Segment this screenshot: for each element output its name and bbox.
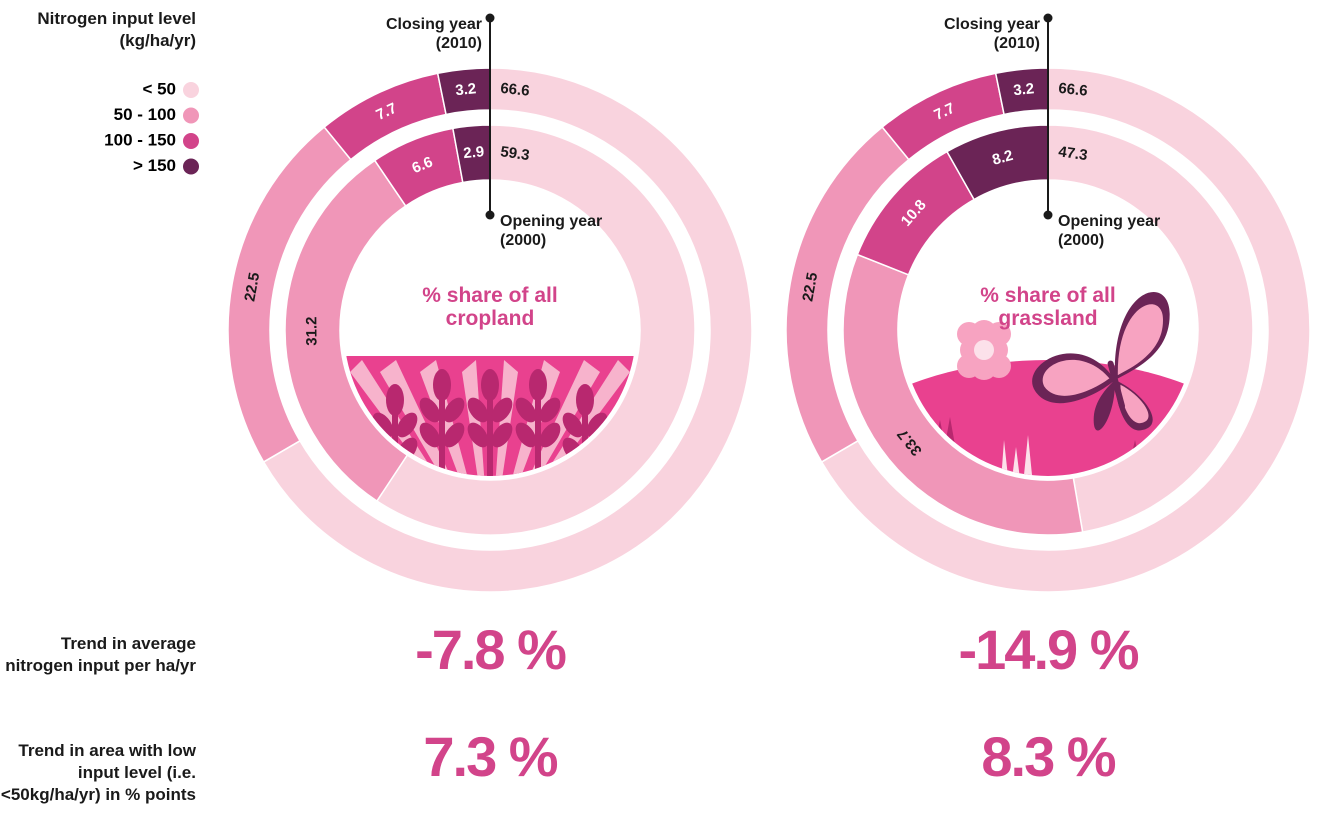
segment-label: 2.9 — [463, 143, 485, 162]
segment-label: 59.3 — [499, 143, 530, 164]
butterfly — [1032, 292, 1170, 431]
trend-label: Trend in area with low input level (i.e.… — [0, 741, 196, 804]
ring-label: Opening year (2000) — [500, 213, 603, 249]
segment-label: 31.2 — [303, 316, 320, 345]
ring-segment — [842, 253, 1084, 536]
trend-value: -14.9 % — [958, 618, 1140, 681]
segment-label: 66.6 — [500, 80, 531, 100]
legend-label: 50 - 100 — [114, 105, 176, 124]
donut-title: % share of all cropland — [422, 284, 558, 330]
segment-label: 3.2 — [455, 80, 477, 99]
legend-label: 100 - 150 — [104, 130, 176, 149]
trend-value: 7.3 % — [423, 725, 558, 788]
trend-value: 8.3 % — [981, 725, 1116, 788]
ring-segment — [262, 67, 753, 593]
ring-segment — [375, 124, 696, 536]
ring-label: Opening year (2000) — [1058, 213, 1161, 249]
legend-swatch — [183, 82, 199, 98]
ring-segment — [1047, 124, 1254, 533]
segment-label: 8.2 — [990, 147, 1015, 169]
legend-title: Nitrogen input level (kg/ha/yr) — [37, 9, 196, 50]
legend-label: > 150 — [133, 156, 176, 175]
ring-segment — [820, 67, 1311, 593]
ring-label: Closing year (2010) — [385, 16, 482, 52]
trend-label: Trend in average nitrogen input per ha/y… — [5, 634, 196, 675]
legend-swatch — [183, 107, 199, 124]
trend-value: -7.8 % — [415, 618, 567, 681]
marker-dot — [1043, 210, 1053, 220]
legend-label: < 50 — [142, 79, 176, 98]
segment-label: 22.5 — [799, 271, 821, 303]
marker-dot — [485, 210, 495, 220]
segment-label: 6.6 — [410, 153, 436, 177]
donut-title: % share of all grassland — [980, 284, 1116, 330]
segment-label: 66.6 — [1058, 80, 1089, 100]
marker-dot — [1043, 13, 1053, 23]
ring-label: Closing year (2010) — [943, 16, 1040, 52]
segment-label: 3.2 — [1013, 80, 1035, 99]
segment-label: 22.5 — [241, 271, 263, 303]
legend-swatch — [183, 133, 199, 149]
ring-segment — [284, 159, 409, 503]
segment-label: 47.3 — [1057, 143, 1088, 164]
legend-swatch — [183, 158, 199, 175]
marker-dot — [485, 13, 495, 23]
